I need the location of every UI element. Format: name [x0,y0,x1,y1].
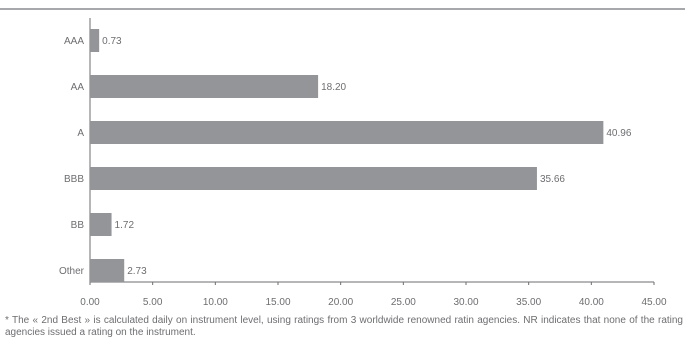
value-label: 18.20 [321,82,346,93]
x-tick-label: 45.00 [641,297,666,308]
category-label: BB [71,220,85,231]
category-label: A [77,128,84,139]
x-tick-label: 40.00 [579,297,604,308]
bar [90,259,125,282]
x-tick-label: 5.00 [143,297,163,308]
bar [90,75,319,98]
category-label: BBB [64,174,84,185]
x-tick-label: 30.00 [453,297,478,308]
category-label: Other [59,266,85,277]
value-label: 40.96 [606,128,631,139]
footnote: * The « 2nd Best » is calculated daily o… [5,315,683,338]
x-tick-label: 0.00 [80,297,100,308]
x-tick-label: 25.00 [391,297,416,308]
value-label: 2.73 [127,266,147,277]
x-tick-label: 35.00 [516,297,541,308]
category-label: AAA [64,36,84,47]
value-label: 35.66 [540,174,565,185]
category-label: AA [71,82,85,93]
value-label: 1.72 [115,220,135,231]
bar [90,29,100,52]
x-tick-label: 20.00 [328,297,353,308]
bar [90,121,604,144]
x-tick-label: 15.00 [265,297,290,308]
bar [90,213,112,236]
top-divider [0,8,685,10]
x-tick-label: 10.00 [203,297,228,308]
bar [90,167,537,190]
value-label: 0.73 [102,36,122,47]
